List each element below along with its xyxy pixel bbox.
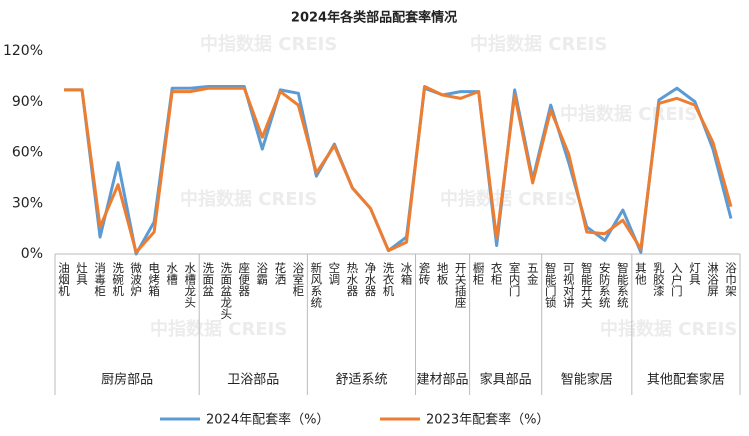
legend-label: 2023年配套率（%） bbox=[426, 412, 549, 428]
x-tick-label: 灯具 bbox=[688, 262, 702, 285]
y-tick-label: 60% bbox=[12, 145, 43, 161]
watermark: 中指数据 CREIS bbox=[180, 188, 317, 210]
x-tick-label: 浴霸 bbox=[255, 262, 269, 286]
group-label: 卫浴部品 bbox=[227, 373, 279, 388]
x-tick-label: 洗面盆龙头 bbox=[219, 262, 233, 320]
x-tick-label: 开关插座 bbox=[454, 262, 468, 309]
y-tick-label: 0% bbox=[21, 246, 43, 262]
x-tick-label: 室内门 bbox=[508, 261, 522, 297]
chart-title: 2024年各类部品配套率情况 bbox=[291, 10, 457, 26]
x-tick-label: 地板 bbox=[436, 262, 450, 286]
x-tick-label: 浴巾架 bbox=[724, 262, 738, 297]
x-tick-label: 浴室柜 bbox=[291, 262, 305, 297]
group-label: 家具部品 bbox=[480, 372, 532, 388]
x-tick-label: 瓷砖 bbox=[418, 261, 432, 286]
x-tick-label: 洗面盆 bbox=[201, 262, 215, 297]
x-tick-label: 座便器 bbox=[237, 261, 251, 297]
x-tick-label: 冰箱 bbox=[400, 262, 414, 286]
x-tick-label: 热水器 bbox=[345, 262, 359, 297]
x-tick-label: 洗衣机 bbox=[381, 262, 395, 297]
y-tick-label: 90% bbox=[12, 94, 43, 110]
x-tick-label: 淋浴屏 bbox=[706, 262, 720, 297]
watermark: 中指数据 CREIS bbox=[600, 318, 737, 340]
y-tick-label: 30% bbox=[12, 195, 43, 211]
watermark: 中指数据 CREIS bbox=[560, 103, 697, 125]
x-tick-label: 衣柜 bbox=[490, 261, 504, 286]
x-tick-label: 橱柜 bbox=[472, 261, 486, 286]
watermark: 中指数据 CREIS bbox=[470, 33, 607, 55]
legend-label: 2024年配套率（%） bbox=[206, 412, 329, 428]
group-label: 其他配套家居 bbox=[647, 372, 725, 388]
x-tick-label: 电烤箱 bbox=[147, 262, 161, 297]
watermark: 中指数据 CREIS bbox=[440, 188, 577, 210]
x-tick-label: 入户门 bbox=[670, 262, 684, 297]
x-tick-label: 水槽 bbox=[165, 262, 179, 286]
x-tick-label: 五金 bbox=[526, 262, 540, 285]
x-tick-label: 新风系统 bbox=[309, 261, 323, 308]
series-line bbox=[64, 85, 733, 254]
x-tick-label: 空调 bbox=[327, 261, 341, 286]
x-tick-label: 油烟机 bbox=[57, 261, 71, 296]
watermark: 中指数据 CREIS bbox=[200, 33, 337, 55]
x-tick-label: 智能开关 bbox=[580, 261, 594, 309]
group-label: 建材部品 bbox=[417, 373, 469, 388]
x-tick-label: 智能系统 bbox=[616, 261, 630, 308]
x-tick-label: 其他 bbox=[634, 262, 648, 285]
x-tick-label: 水槽龙头 bbox=[183, 262, 197, 308]
group-label: 舒适系统 bbox=[335, 373, 387, 388]
x-tick-label: 花洒 bbox=[273, 262, 287, 285]
x-tick-label: 洗碗机 bbox=[111, 262, 125, 297]
x-tick-label: 微波炉 bbox=[129, 261, 143, 297]
series-line bbox=[64, 85, 733, 256]
y-tick-label: 120% bbox=[3, 43, 43, 59]
x-tick-label: 安防系统 bbox=[598, 261, 612, 308]
x-tick-label: 消毒柜 bbox=[93, 261, 107, 297]
x-tick-label: 乳胶漆 bbox=[652, 262, 666, 297]
group-label: 厨房部品 bbox=[101, 372, 153, 388]
x-tick-label: 智能门锁 bbox=[544, 261, 558, 309]
x-tick-label: 净水器 bbox=[363, 261, 377, 297]
x-tick-label: 可视对讲 bbox=[562, 262, 576, 309]
group-label: 智能家居 bbox=[561, 372, 613, 388]
watermark: 中指数据 CREIS bbox=[150, 318, 287, 340]
x-tick-label: 灶具 bbox=[75, 262, 89, 285]
